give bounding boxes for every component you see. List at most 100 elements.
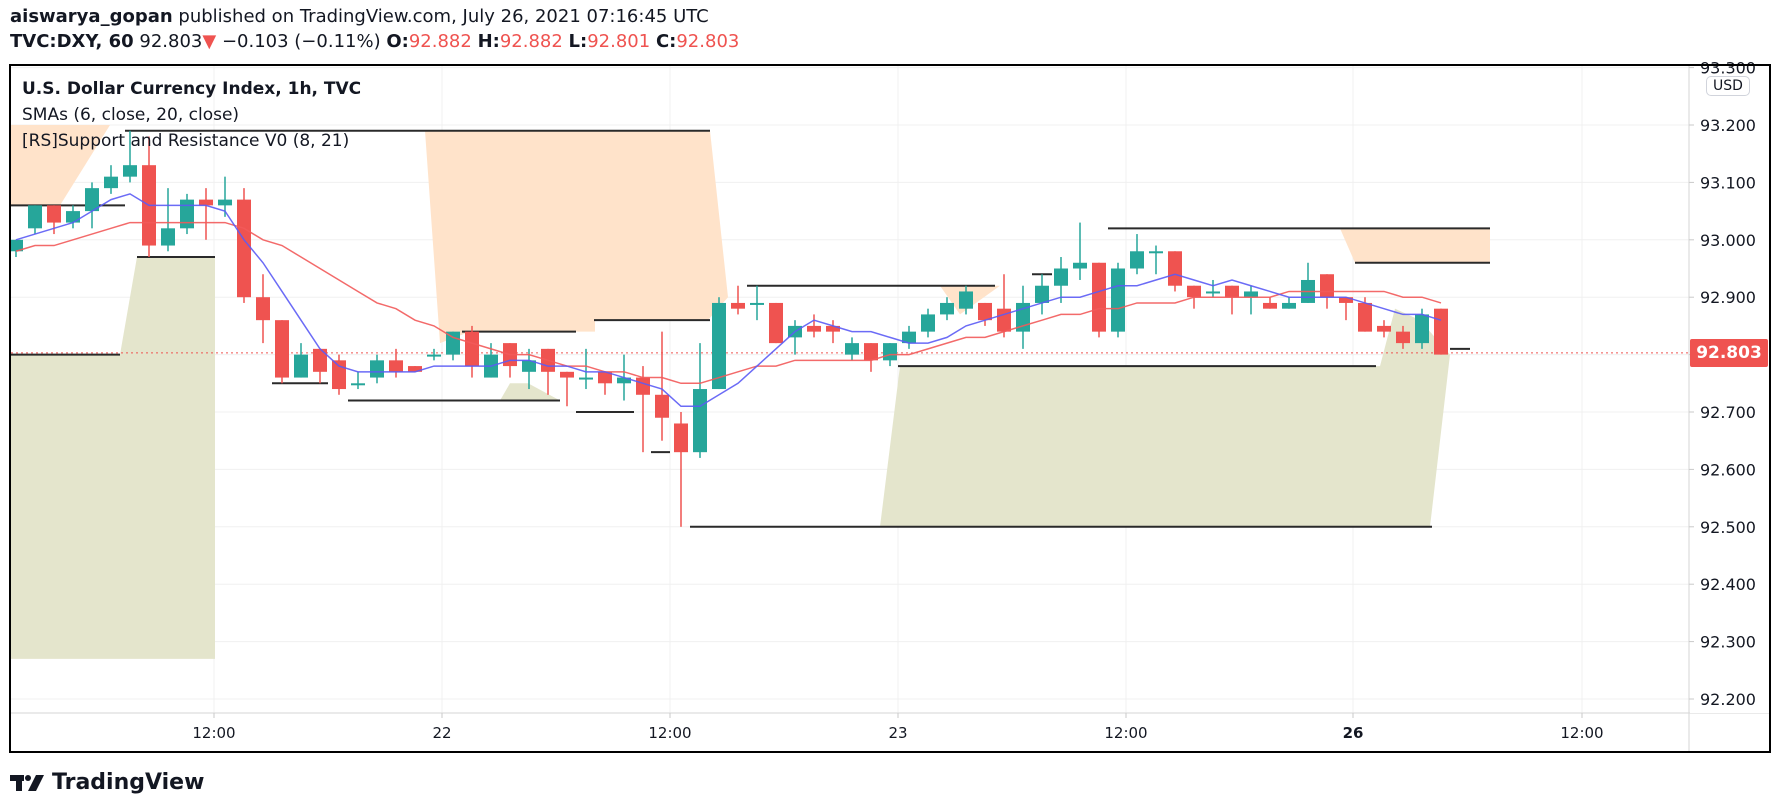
price-tick-label: 92.700 <box>1700 403 1756 422</box>
candle <box>978 302 992 326</box>
candle <box>1073 222 1087 280</box>
candle <box>1149 245 1163 275</box>
candle <box>313 348 327 384</box>
time-tick-label: 12:00 <box>1560 724 1603 742</box>
candle <box>864 343 878 372</box>
price-tick-label: 92.600 <box>1700 460 1756 479</box>
candle <box>1415 308 1429 349</box>
candle <box>1035 274 1049 315</box>
candle <box>256 274 270 344</box>
time-tick-label: 12:00 <box>648 724 691 742</box>
symbol-info: TVC:DXY, 60 92.803▼ −0.103 (−0.11%) O:92… <box>10 31 739 52</box>
candle <box>351 371 365 390</box>
candle <box>465 325 479 378</box>
candle <box>826 320 840 344</box>
author-name[interactable]: aiswarya_gopan <box>10 6 173 27</box>
price-tick-label: 92.300 <box>1700 633 1756 652</box>
resistance-zone <box>425 130 728 344</box>
down-arrow-icon: ▼ <box>202 31 217 52</box>
candle <box>598 371 612 395</box>
candle <box>47 205 61 235</box>
support-zone <box>500 383 560 401</box>
candle <box>1225 285 1239 315</box>
candle <box>370 354 384 384</box>
sr-legend[interactable]: [RS]Support and Resistance V0 (8, 21) <box>22 131 350 151</box>
candle <box>674 412 688 527</box>
candle <box>104 165 118 194</box>
low-value: 92.801 <box>587 31 651 52</box>
candle <box>769 302 783 344</box>
candle <box>1396 325 1410 349</box>
time-tick-label: 23 <box>888 724 907 742</box>
sma-lines <box>15 193 1442 408</box>
candle <box>959 285 973 315</box>
support-zone <box>880 308 1450 527</box>
candle <box>1092 262 1106 338</box>
price-tick-label: 92.900 <box>1700 288 1756 307</box>
candle <box>85 182 99 229</box>
time-tick-label: 12:00 <box>192 724 235 742</box>
candle <box>237 188 251 303</box>
candle <box>1130 234 1144 275</box>
candle <box>218 176 232 217</box>
candle <box>1244 285 1258 315</box>
candle <box>750 285 764 321</box>
high-label: H: <box>477 31 500 52</box>
published-text: published on TradingView.com, July 26, 2… <box>178 6 709 27</box>
candle <box>446 331 460 361</box>
candle <box>180 193 194 235</box>
price-tick-label: 93.000 <box>1700 231 1756 250</box>
sma-legend[interactable]: SMAs (6, close, 20, close) <box>22 105 240 125</box>
candle <box>712 297 726 390</box>
candle <box>1377 320 1391 338</box>
candle <box>275 320 289 384</box>
symbol-label: TVC:DXY, 60 <box>10 31 134 52</box>
open-value: 92.882 <box>408 31 472 52</box>
candle <box>123 130 137 183</box>
candle <box>161 188 175 252</box>
sma-20-line <box>15 221 1442 385</box>
candle <box>560 371 574 407</box>
tradingview-logo-text: TradingView <box>52 770 205 795</box>
candle <box>66 205 80 229</box>
candle <box>1434 308 1448 355</box>
candle <box>1168 251 1182 292</box>
last-price: 92.803 <box>139 31 203 52</box>
close-label: C: <box>655 31 677 52</box>
price-change: −0.103 (−0.11%) <box>221 31 381 52</box>
low-label: L: <box>568 31 588 52</box>
currency-badge[interactable]: USD <box>1706 76 1750 96</box>
candle <box>28 205 42 235</box>
support-resistance-lines <box>10 129 1490 528</box>
candle <box>1111 262 1125 338</box>
open-label: O: <box>386 31 409 52</box>
candle <box>522 348 536 390</box>
time-tick-label: 26 <box>1343 724 1364 742</box>
candlesticks <box>9 130 1448 527</box>
time-axis[interactable]: 12:00 22 12:00 23 12:00 26 12:00 <box>192 713 1604 742</box>
support-resistance-zones <box>10 125 1490 659</box>
publish-info: aiswarya_gopan published on TradingView.… <box>10 6 709 27</box>
price-tick-label: 92.500 <box>1700 518 1756 537</box>
candle <box>921 308 935 338</box>
resistance-zone <box>10 125 110 206</box>
sma-6-line <box>15 193 1442 408</box>
candle <box>1339 297 1353 321</box>
candle <box>1054 257 1068 303</box>
price-axis[interactable]: 93.30093.20093.10093.00092.90092.80092.7… <box>1689 59 1770 713</box>
candle <box>655 331 669 441</box>
tradingview-logo[interactable]: TradingView <box>10 770 204 795</box>
candle <box>940 297 954 321</box>
price-tick-label: 92.200 <box>1700 690 1756 709</box>
candle <box>1282 297 1296 309</box>
support-zone <box>10 257 215 659</box>
candle <box>997 274 1011 338</box>
last-price-tag: 92.803 <box>1690 339 1768 367</box>
chart-frame <box>9 64 1771 753</box>
candle <box>902 325 916 349</box>
time-tick-label: 12:00 <box>1104 724 1147 742</box>
price-tick-label: 93.200 <box>1700 116 1756 135</box>
chart-title: U.S. Dollar Currency Index, 1h, TVC <box>22 79 362 99</box>
close-value: 92.803 <box>676 31 740 52</box>
